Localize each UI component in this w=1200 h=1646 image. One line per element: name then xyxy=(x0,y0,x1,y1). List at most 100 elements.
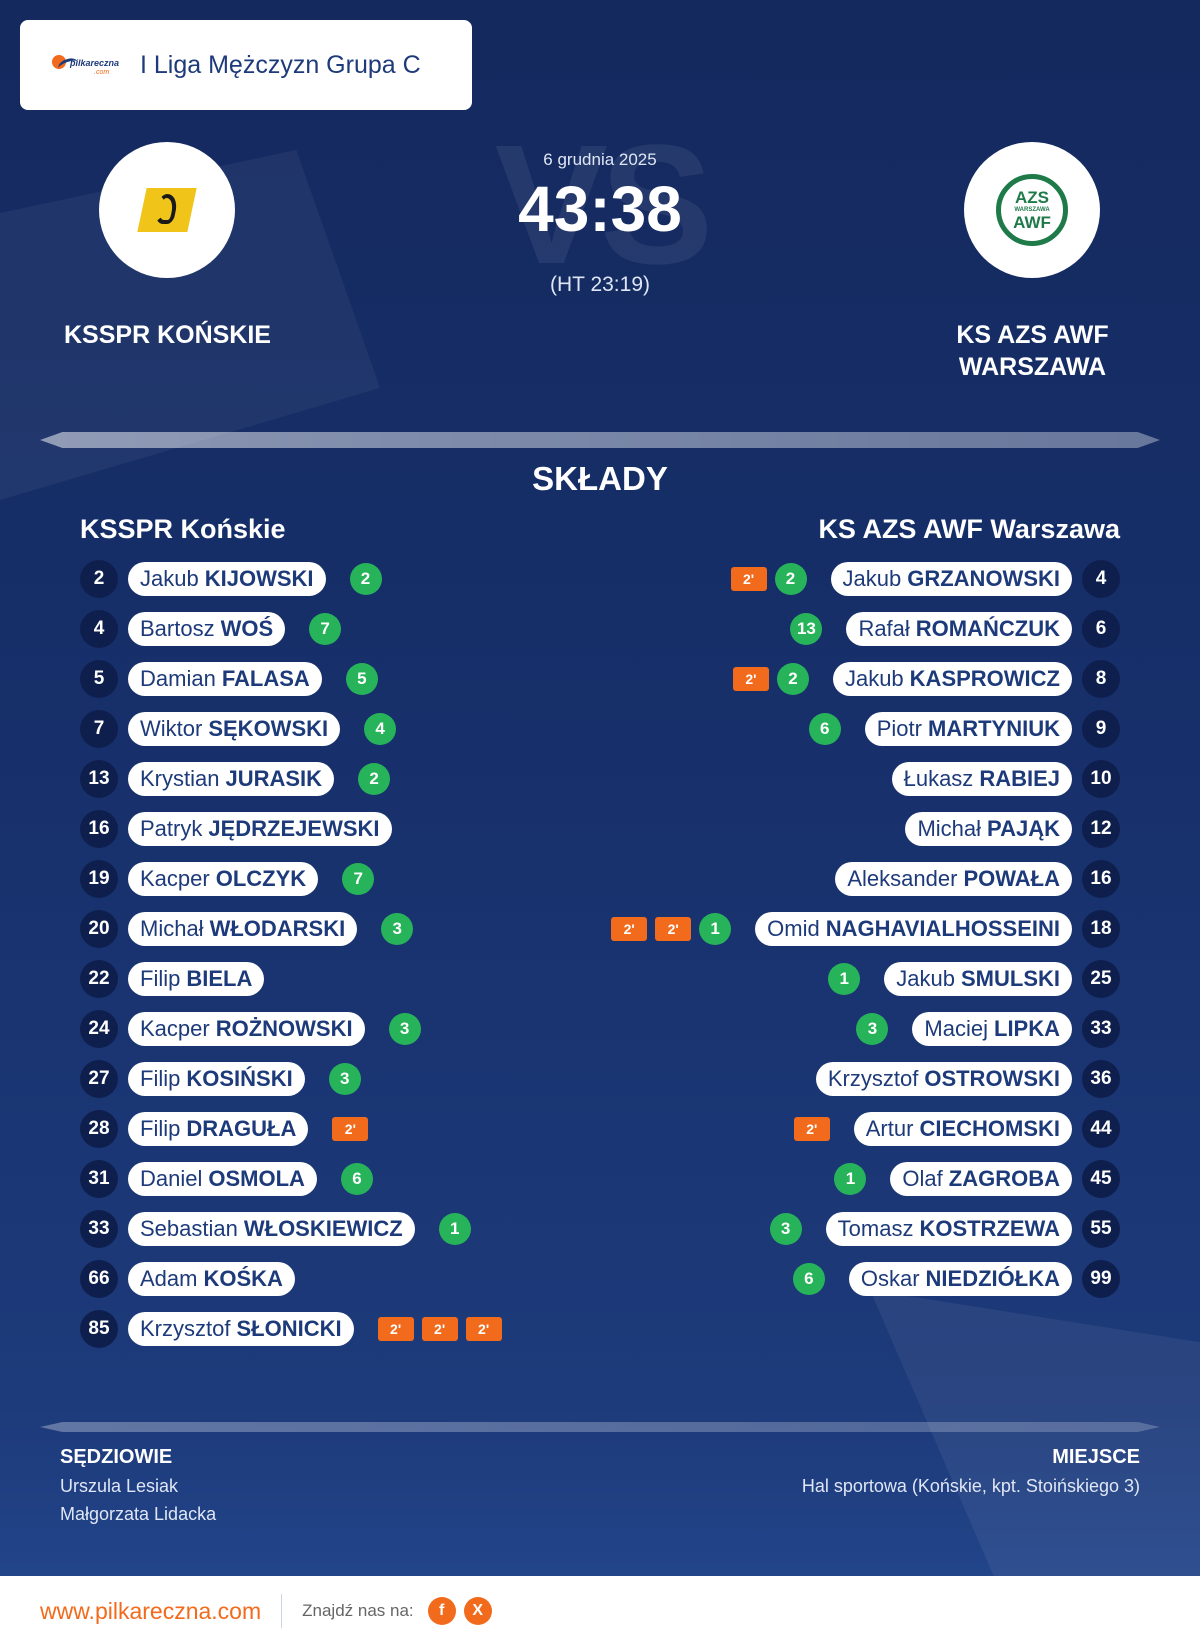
home-player-row[interactable]: 24 Kacper ROŻNOWSKI 3 xyxy=(80,1010,421,1048)
home-player-row[interactable]: 66 Adam KOŚKA xyxy=(80,1260,295,1298)
home-player-row[interactable]: 4 Bartosz WOŚ 7 xyxy=(80,610,342,648)
player-number: 13 xyxy=(80,760,118,798)
player-name[interactable]: Krzysztof SŁONICKI xyxy=(128,1312,354,1346)
player-first-name: Patryk xyxy=(140,816,203,841)
player-last-name: OLCZYK xyxy=(215,866,307,891)
away-player-row[interactable]: 44 Artur CIECHOMSKI 2' xyxy=(793,1110,1120,1148)
home-player-row[interactable]: 13 Krystian JURASIK 2 xyxy=(80,760,391,798)
player-name[interactable]: Kacper OLCZYK xyxy=(128,862,319,896)
player-first-name: Jakub xyxy=(140,566,199,591)
away-player-row[interactable]: 36 Krzysztof OSTROWSKI xyxy=(815,1060,1120,1098)
player-name[interactable]: Michał PAJĄK xyxy=(905,812,1072,846)
home-player-row[interactable]: 16 Patryk JĘDRZEJEWSKI xyxy=(80,810,392,848)
away-player-row[interactable]: 55 Tomasz KOSTRZEWA 3 xyxy=(769,1210,1120,1248)
player-number: 45 xyxy=(1082,1160,1120,1198)
player-last-name: NIEDZIÓŁKA xyxy=(925,1266,1060,1291)
player-last-name: CIECHOMSKI xyxy=(919,1116,1060,1141)
goals-badge: 3 xyxy=(856,1013,889,1045)
player-first-name: Michał xyxy=(917,816,982,841)
player-name[interactable]: Kacper ROŻNOWSKI xyxy=(128,1012,365,1046)
player-name[interactable]: Rafał ROMAŃCZUK xyxy=(846,612,1072,646)
player-name[interactable]: Oskar NIEDZIÓŁKA xyxy=(848,1262,1072,1296)
player-name[interactable]: Aleksander POWAŁA xyxy=(835,862,1072,896)
player-name[interactable]: Adam KOŚKA xyxy=(128,1262,295,1296)
player-first-name: Kacper xyxy=(140,1016,210,1041)
player-name[interactable]: Artur CIECHOMSKI xyxy=(853,1112,1072,1146)
player-name[interactable]: Jakub GRZANOWSKI xyxy=(830,562,1072,596)
away-player-row[interactable]: 45 Olaf ZAGROBA 1 xyxy=(834,1160,1120,1198)
player-number: 2 xyxy=(80,560,118,598)
footer-separator xyxy=(281,1594,283,1628)
player-last-name: GRZANOWSKI xyxy=(907,566,1060,591)
player-number: 36 xyxy=(1082,1060,1120,1098)
away-player-row[interactable]: 12 Michał PAJĄK xyxy=(905,810,1120,848)
home-player-row[interactable]: 5 Damian FALASA 5 xyxy=(80,660,378,698)
player-name[interactable]: Tomasz KOSTRZEWA xyxy=(825,1212,1072,1246)
player-last-name: POWAŁA xyxy=(963,866,1060,891)
away-player-row[interactable]: 8 Jakub KASPROWICZ 2 2' xyxy=(732,660,1120,698)
home-player-row[interactable]: 19 Kacper OLCZYK 7 xyxy=(80,860,375,898)
player-name[interactable]: Daniel OSMOLA xyxy=(128,1162,317,1196)
player-name[interactable]: Damian FALASA xyxy=(128,662,322,696)
match-date: 6 grudnia 2025 xyxy=(543,150,657,169)
goals-badge: 2 xyxy=(349,563,382,595)
player-number: 27 xyxy=(80,1060,118,1098)
home-player-row[interactable]: 85 Krzysztof SŁONICKI 2' 2' 2' xyxy=(80,1310,502,1348)
player-name[interactable]: Sebastian WŁOSKIEWICZ xyxy=(128,1212,415,1246)
goals-badge: 1 xyxy=(828,963,861,995)
player-name[interactable]: Olaf ZAGROBA xyxy=(890,1162,1072,1196)
player-name[interactable]: Piotr MARTYNIUK xyxy=(864,712,1072,746)
home-player-row[interactable]: 27 Filip KOSIŃSKI 3 xyxy=(80,1060,361,1098)
player-name[interactable]: Filip KOSIŃSKI xyxy=(128,1062,305,1096)
home-player-row[interactable]: 33 Sebastian WŁOSKIEWICZ 1 xyxy=(80,1210,471,1248)
player-name[interactable]: Bartosz WOŚ xyxy=(128,612,286,646)
player-name[interactable]: Filip BIELA xyxy=(128,962,265,996)
player-name[interactable]: Filip DRAGUŁA xyxy=(128,1112,309,1146)
website-link[interactable]: www.pilkareczna.com xyxy=(40,1597,262,1624)
player-number: 10 xyxy=(1082,760,1120,798)
home-player-row[interactable]: 7 Wiktor SĘKOWSKI 4 xyxy=(80,710,397,748)
goals-badge: 13 xyxy=(790,613,823,645)
player-name[interactable]: Wiktor SĘKOWSKI xyxy=(128,712,341,746)
home-player-row[interactable]: 22 Filip BIELA xyxy=(80,960,265,998)
away-player-row[interactable]: 4 Jakub GRZANOWSKI 2 2' xyxy=(730,560,1120,598)
away-player-row[interactable]: 99 Oskar NIEDZIÓŁKA 6 xyxy=(792,1260,1120,1298)
home-player-row[interactable]: 2 Jakub KIJOWSKI 2 xyxy=(80,560,382,598)
player-number: 18 xyxy=(1082,910,1120,948)
player-number: 4 xyxy=(80,610,118,648)
player-name[interactable]: Maciej LIPKA xyxy=(912,1012,1072,1046)
away-player-row[interactable]: 18 Omid NAGHAVIALHOSSEINI 1 2' 2' xyxy=(611,910,1120,948)
section-divider xyxy=(40,432,1160,448)
player-last-name: SŁONICKI xyxy=(236,1316,342,1341)
away-player-row[interactable]: 25 Jakub SMULSKI 1 xyxy=(828,960,1120,998)
player-name[interactable]: Jakub KASPROWICZ xyxy=(832,662,1072,696)
player-name[interactable]: Michał WŁODARSKI xyxy=(128,912,358,946)
x-icon[interactable]: X xyxy=(463,1597,492,1625)
player-name[interactable]: Jakub SMULSKI xyxy=(884,962,1072,996)
player-number: 5 xyxy=(80,660,118,698)
player-name[interactable]: Jakub KIJOWSKI xyxy=(128,562,326,596)
away-team-name: KS AZS AWF WARSZAWA xyxy=(956,321,1109,381)
away-player-row[interactable]: 33 Maciej LIPKA 3 xyxy=(856,1010,1120,1048)
player-name[interactable]: Krystian JURASIK xyxy=(128,762,335,796)
player-name[interactable]: Omid NAGHAVIALHOSSEINI xyxy=(755,912,1072,946)
away-player-row[interactable]: 16 Aleksander POWAŁA xyxy=(835,860,1120,898)
away-player-row[interactable]: 9 Piotr MARTYNIUK 6 xyxy=(808,710,1120,748)
away-player-row[interactable]: 6 Rafał ROMAŃCZUK 13 xyxy=(790,610,1120,648)
home-player-row[interactable]: 28 Filip DRAGUŁA 2' xyxy=(80,1110,369,1148)
home-player-row[interactable]: 20 Michał WŁODARSKI 3 xyxy=(80,910,414,948)
player-name[interactable]: Krzysztof OSTROWSKI xyxy=(815,1062,1072,1096)
league-header[interactable]: pilkareczna .com I Liga Mężczyzn Grupa C xyxy=(20,20,472,110)
player-name[interactable]: Łukasz RABIEJ xyxy=(891,762,1072,796)
player-last-name: ZAGROBA xyxy=(948,1166,1060,1191)
player-name[interactable]: Patryk JĘDRZEJEWSKI xyxy=(128,812,392,846)
away-player-row[interactable]: 10 Łukasz RABIEJ xyxy=(891,760,1120,798)
player-last-name: PAJĄK xyxy=(987,816,1060,841)
home-player-row[interactable]: 31 Daniel OSMOLA 6 xyxy=(80,1160,373,1198)
suspension-badge: 2' xyxy=(377,1317,414,1341)
goals-badge: 2 xyxy=(774,563,807,595)
player-last-name: KOSIŃSKI xyxy=(186,1066,293,1091)
player-number: 24 xyxy=(80,1010,118,1048)
suspension-badge: 2' xyxy=(655,917,692,941)
facebook-icon[interactable]: f xyxy=(427,1597,456,1625)
